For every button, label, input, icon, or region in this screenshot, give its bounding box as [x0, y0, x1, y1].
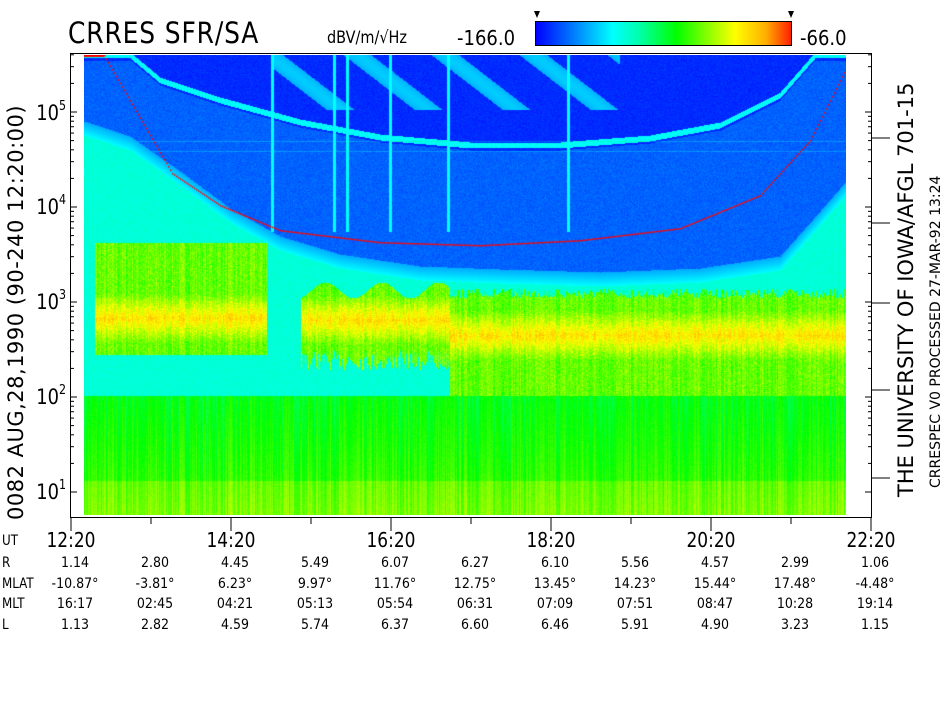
ephemeris-cell: 4.59: [220, 617, 250, 634]
ephemeris-cell: 16:17: [56, 596, 94, 613]
ephemeris-cell: 12.75°: [453, 575, 497, 592]
colorbar-max-marker-icon: [788, 11, 794, 18]
ephemeris-cell: 11.76°: [373, 575, 417, 592]
x-tick-label: 18:20: [526, 528, 576, 552]
x-axis-label: UT: [2, 533, 18, 549]
ephemeris-cell: 9.97°: [297, 575, 333, 592]
processing-label: CRRESPEC V0 PROCESSED 27-MAR-92 13:24: [928, 175, 944, 488]
x-tick-label: 20:20: [686, 528, 736, 552]
ephemeris-cell: -3.81°: [135, 575, 175, 592]
colorbar-min-marker-icon: [534, 11, 540, 18]
institution-label: THE UNIVERSITY OF IOWA/AFGL 701-15: [894, 82, 918, 497]
y-tick-label: 104: [36, 193, 66, 219]
ephemeris-cell: 04:21: [216, 596, 254, 613]
ephemeris-cell: 6.27: [460, 555, 490, 571]
ephemeris-cell: 05:13: [296, 596, 334, 613]
x-tick-label: 14:20: [206, 528, 256, 552]
ephemeris-cell: -4.48°: [855, 575, 895, 592]
ephemeris-cell: 2.82: [140, 617, 170, 634]
ephemeris-cell: 6.46: [540, 617, 570, 634]
ephemeris-cell: 6.37: [380, 617, 410, 634]
ephemeris-cell: 5.56: [620, 555, 650, 571]
x-tick-label: 16:20: [366, 528, 416, 552]
ephemeris-cell: 02:45: [136, 596, 174, 613]
ephemeris-row-label: R: [2, 555, 11, 571]
ephemeris-cell: 07:51: [616, 596, 654, 613]
ephemeris-cell: 6.23°: [217, 575, 253, 592]
ephemeris-cell: 19:14: [856, 596, 894, 613]
spectrogram: [84, 55, 846, 515]
ephemeris-cell: 08:47: [696, 596, 734, 613]
x-tick-label: 12:20: [46, 528, 96, 552]
plot-frame: [70, 53, 872, 518]
ephemeris-cell: 06:31: [456, 596, 494, 613]
ephemeris-cell: 5.49: [300, 555, 330, 571]
ephemeris-row-label: MLT: [2, 596, 25, 613]
ephemeris-cell: 5.91: [620, 617, 650, 634]
chart-title: CRRES SFR/SA: [68, 16, 260, 50]
ephemeris-cell: 10:28: [776, 596, 814, 613]
y-tick-label: 103: [36, 288, 66, 314]
ephemeris-cell: 17.48°: [773, 575, 817, 592]
ephemeris-cell: -10.87°: [51, 575, 99, 592]
y-tick-label: 102: [36, 383, 66, 409]
ephemeris-row-label: MLAT: [2, 575, 34, 592]
ephemeris-cell: 07:09: [536, 596, 574, 613]
ephemeris-cell: 6.60: [460, 617, 490, 634]
colorbar-min-label: -166.0: [457, 26, 516, 50]
ephemeris-cell: 2.99: [780, 555, 810, 571]
ephemeris-cell: 1.15: [860, 617, 890, 634]
ephemeris-row-label: L: [2, 617, 9, 634]
ephemeris-cell: 1.13: [60, 617, 90, 634]
ephemeris-cell: 5.74: [300, 617, 330, 634]
ephemeris-cell: 6.07: [380, 555, 410, 571]
ephemeris-cell: 14.23°: [613, 575, 657, 592]
ephemeris-cell: 4.90: [700, 617, 730, 634]
y-tick-label: 105: [36, 99, 66, 125]
x-tick-label: 22:20: [846, 528, 896, 552]
colorbar: [535, 21, 792, 46]
ephemeris-cell: 1.14: [60, 555, 90, 571]
ephemeris-cell: 13.45°: [533, 575, 577, 592]
ephemeris-cell: 4.45: [220, 555, 250, 571]
y-tick-label: 101: [36, 478, 66, 504]
ephemeris-cell: 1.06: [860, 555, 890, 571]
colorbar-max-label: -66.0: [800, 26, 847, 50]
ephemeris-cell: 15.44°: [693, 575, 737, 592]
colorbar-units: dBV/m/√Hz: [327, 28, 408, 48]
ephemeris-cell: 05:54: [376, 596, 414, 613]
ephemeris-cell: 2.80: [140, 555, 170, 571]
ephemeris-cell: 3.23: [780, 617, 810, 634]
ephemeris-cell: 4.57: [700, 555, 730, 571]
ephemeris-cell: 6.10: [540, 555, 570, 571]
